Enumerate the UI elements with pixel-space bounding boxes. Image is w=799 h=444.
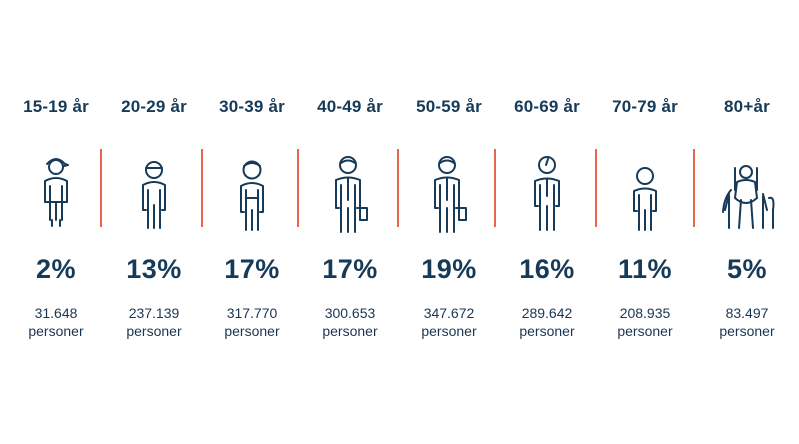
count-value: 317.770 xyxy=(226,305,278,321)
age-label: 80+år xyxy=(724,97,770,116)
count-unit: personer xyxy=(421,323,477,339)
age-group: 20-29 år 13% 237.139 personer xyxy=(106,0,202,444)
age-group: 15-19 år 2% 31.648 personer xyxy=(8,0,104,444)
age-label: 70-79 år xyxy=(612,97,678,116)
age-group: 40-49 år 17% 300.653 personer xyxy=(302,0,398,444)
age-group: 30-39 år 17% 317.770 personer xyxy=(204,0,300,444)
percent-value: 17% xyxy=(224,254,280,284)
count-value: 208.935 xyxy=(619,305,671,321)
count-value: 300.653 xyxy=(324,305,376,321)
group-divider xyxy=(397,149,399,227)
person-count: 31.648 personer xyxy=(8,304,104,340)
age-label: 30-39 år xyxy=(219,97,285,116)
percent-value: 19% xyxy=(421,254,477,284)
age-group: 70-79 år 11% 208.935 personer xyxy=(597,0,693,444)
age-label: 60-69 år xyxy=(514,97,580,116)
age-label: 15-19 år xyxy=(23,97,89,116)
group-divider xyxy=(693,149,695,227)
adult-icon xyxy=(222,150,282,240)
age-group: 50-59 år 19% 347.672 personer xyxy=(401,0,497,444)
elderly-icon xyxy=(615,150,675,240)
young-adult-icon xyxy=(124,150,184,240)
count-value: 289.642 xyxy=(521,305,573,321)
person-count: 237.139 personer xyxy=(106,304,202,340)
count-value: 347.672 xyxy=(423,305,475,321)
age-label: 20-29 år xyxy=(121,97,187,116)
percent-value: 2% xyxy=(35,254,77,284)
age-label: 40-49 år xyxy=(317,97,383,116)
count-unit: personer xyxy=(519,323,575,339)
percent-value: 17% xyxy=(322,254,378,284)
wheelchair-icon xyxy=(717,150,777,240)
count-value: 83.497 xyxy=(725,305,769,321)
count-value: 31.648 xyxy=(34,305,78,321)
percent-value: 13% xyxy=(126,254,182,284)
count-unit: personer xyxy=(617,323,673,339)
age-group: 60-69 år 16% 289.642 personer xyxy=(499,0,595,444)
senior-icon xyxy=(517,150,577,240)
count-unit: personer xyxy=(322,323,378,339)
adult-briefcase-icon xyxy=(419,150,479,240)
age-group: 80+år 5% 83.497 personer xyxy=(699,0,795,444)
person-count: 289.642 personer xyxy=(499,304,595,340)
group-divider xyxy=(201,149,203,227)
percent-value: 16% xyxy=(519,254,575,284)
count-unit: personer xyxy=(28,323,84,339)
person-count: 347.672 personer xyxy=(401,304,497,340)
person-count: 317.770 personer xyxy=(204,304,300,340)
person-count: 300.653 personer xyxy=(302,304,398,340)
count-unit: personer xyxy=(224,323,280,339)
youth-cap-icon xyxy=(26,150,86,240)
percent-value: 5% xyxy=(726,254,768,284)
adult-briefcase-icon xyxy=(320,150,380,240)
group-divider xyxy=(100,149,102,227)
age-label: 50-59 år xyxy=(416,97,482,116)
person-count: 83.497 personer xyxy=(699,304,795,340)
group-divider xyxy=(494,149,496,227)
percent-value: 11% xyxy=(617,254,673,284)
count-value: 237.139 xyxy=(128,305,180,321)
group-divider xyxy=(595,149,597,227)
count-unit: personer xyxy=(719,323,775,339)
count-unit: personer xyxy=(126,323,182,339)
group-divider xyxy=(297,149,299,227)
person-count: 208.935 personer xyxy=(597,304,693,340)
